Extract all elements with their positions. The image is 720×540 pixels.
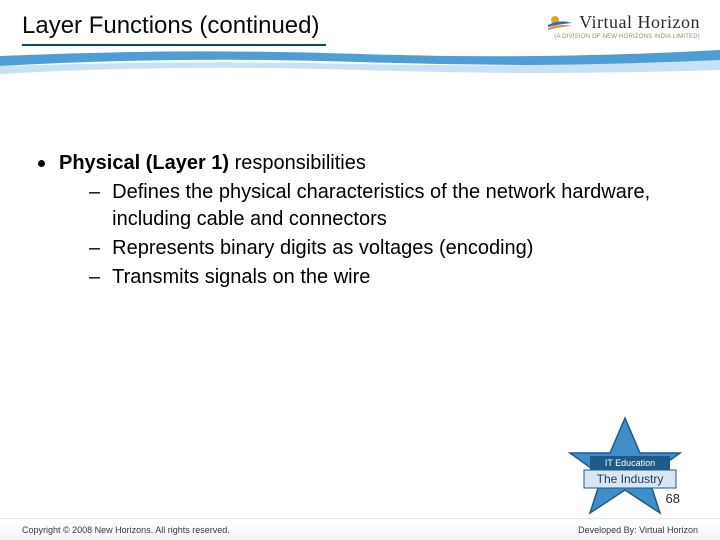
sub-bullet-text: Represents binary digits as voltages (en…: [112, 235, 533, 262]
badge-top-label: IT Education: [605, 458, 655, 468]
dash-icon: –: [89, 235, 100, 262]
bullet-dot-icon: [38, 160, 45, 167]
footer-copyright: Copyright © 2008 New Horizons. All right…: [22, 525, 230, 535]
brand-tagline: (A DIVISION OF NEW HORIZONS INDIA LIMITE…: [547, 34, 700, 40]
brand-name: Virtual Horizon: [579, 12, 700, 33]
page-number: 68: [666, 491, 680, 506]
header: Layer Functions (continued) Virtual Hori…: [0, 0, 720, 62]
sub-bullet-text: Defines the physical characteristics of …: [112, 179, 680, 233]
sub-bullet-list: – Defines the physical characteristics o…: [89, 179, 680, 291]
sub-bullet-text: Transmits signals on the wire: [112, 264, 370, 291]
slide-title: Layer Functions (continued): [22, 12, 326, 46]
sub-bullet: – Defines the physical characteristics o…: [89, 179, 680, 233]
content-area: Physical (Layer 1) responsibilities – De…: [38, 150, 680, 295]
slide: Layer Functions (continued) Virtual Hori…: [0, 0, 720, 540]
sub-bullet: – Represents binary digits as voltages (…: [89, 235, 680, 262]
bullet-level1: Physical (Layer 1) responsibilities – De…: [38, 150, 680, 291]
badge-bottom-label: The Industry: [597, 472, 664, 486]
bullet-bold: Physical (Layer 1): [59, 152, 229, 174]
footer: Copyright © 2008 New Horizons. All right…: [0, 518, 720, 540]
dash-icon: –: [89, 179, 100, 233]
brand-block: Virtual Horizon (A DIVISION OF NEW HORIZ…: [547, 12, 700, 40]
footer-credit: Developed By: Virtual Horizon: [578, 525, 698, 535]
bullet-rest: responsibilities: [229, 152, 366, 174]
dash-icon: –: [89, 264, 100, 291]
brand-top: Virtual Horizon: [547, 12, 700, 33]
sub-bullet: – Transmits signals on the wire: [89, 264, 680, 291]
brand-logo-icon: [547, 13, 573, 33]
bullet-text: Physical (Layer 1) responsibilities – De…: [59, 150, 680, 291]
